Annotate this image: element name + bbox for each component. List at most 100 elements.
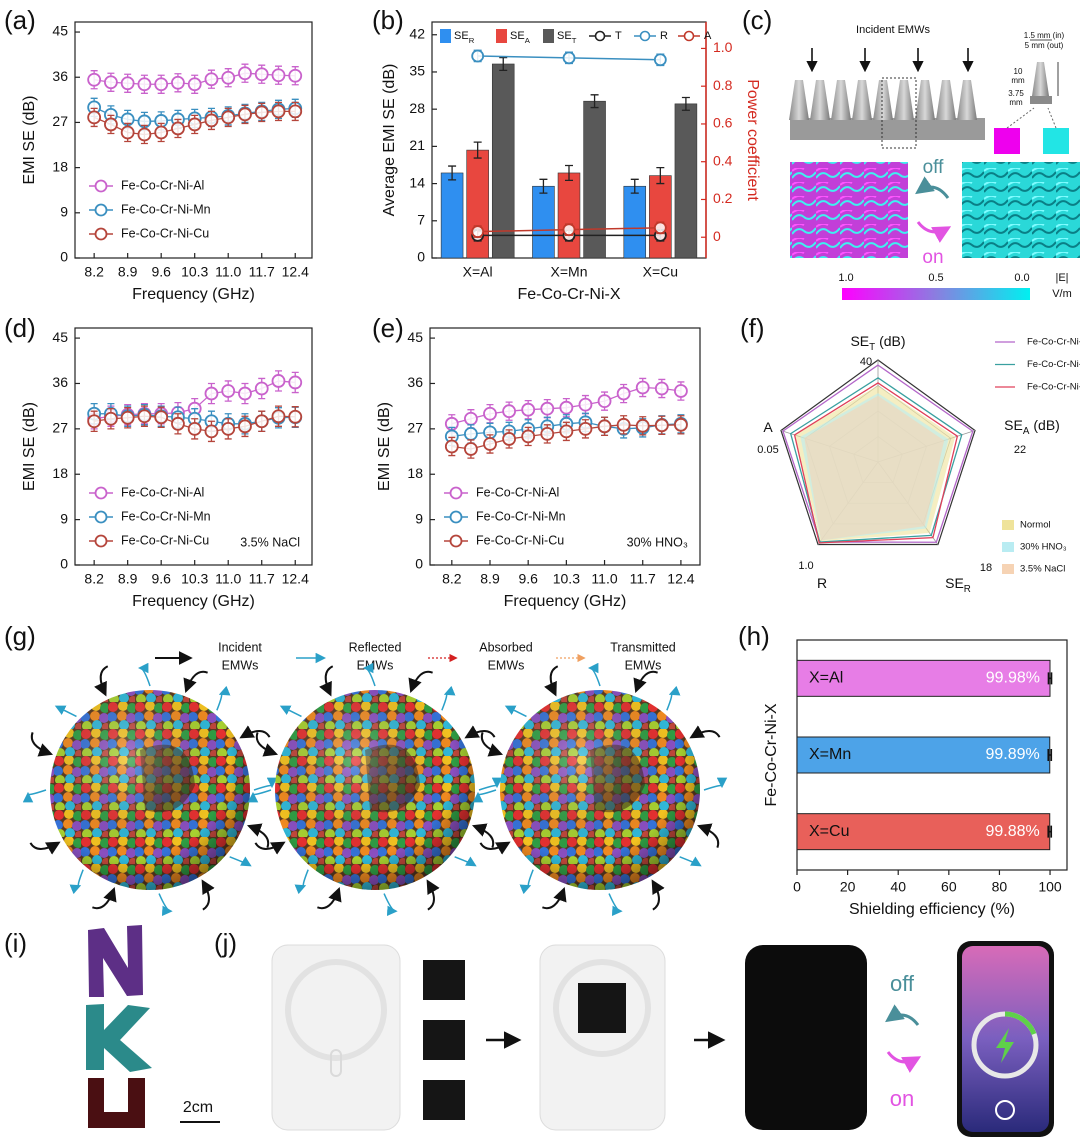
data-point: [616, 417, 631, 432]
y-tick-label: 45: [52, 329, 68, 345]
incident-arrow: [239, 725, 271, 739]
legend-swatch: [1002, 542, 1014, 552]
incident-arrow: [92, 886, 117, 910]
reflected-arrow: [22, 789, 47, 803]
cone-array-part: [957, 80, 977, 120]
legend-label: Fe-Co-Cr-Ni-Al: [476, 485, 559, 499]
reflected-arrow: [158, 893, 173, 917]
data-point: [464, 411, 478, 426]
x-tick-label: 8.2: [84, 571, 104, 587]
incident-arrow: [319, 665, 334, 697]
dimension: 5 mm (out): [1025, 41, 1064, 50]
spheres: [22, 662, 728, 917]
label-main: A: [704, 30, 712, 42]
radar-max-label: 40: [860, 356, 872, 368]
y-tick-label: 36: [407, 374, 423, 390]
legend-label: Fe-Co-Cr-Ni-Mn: [476, 509, 566, 523]
incident-arrow: [246, 823, 270, 848]
legend-label: Transmitted: [610, 640, 676, 654]
bar: [466, 149, 489, 259]
data-point: [254, 414, 269, 429]
y-tick-label: 35: [409, 63, 425, 79]
incident-arrow: [542, 886, 567, 910]
cone-array-part: [881, 77, 917, 149]
legend-label: R: [817, 575, 827, 591]
x-tick-label: 8.9: [480, 571, 500, 587]
incident-arrow: [464, 725, 496, 739]
cone-array-part: [810, 80, 830, 120]
bar: [796, 659, 1051, 697]
data-point: [87, 72, 102, 87]
reflected-arrow: [279, 705, 302, 718]
y-tick-label: 0.6: [713, 115, 733, 131]
y-axis-label: EMI SE (dB): [376, 402, 393, 491]
sphere-shade: [500, 690, 700, 890]
legend-label: EMWs: [625, 658, 662, 672]
data-point: [187, 77, 202, 92]
data-point: [540, 401, 555, 416]
legend-marker: [449, 510, 463, 524]
data-point: [635, 418, 650, 433]
bar: [674, 103, 698, 259]
x-tick-label: X=Al: [463, 264, 493, 280]
data-point: [654, 381, 669, 396]
data-point: [444, 439, 459, 454]
data-point: [674, 417, 688, 432]
data-point: [288, 104, 303, 119]
data-point: [221, 384, 236, 398]
on-arrow: [886, 1051, 922, 1073]
label-subscript: R: [469, 36, 475, 45]
y-axis-label: Fe-Co-Cr-Ni-X: [763, 703, 780, 806]
legend-label: EMWs: [488, 658, 525, 672]
label-subscript: A: [525, 36, 531, 45]
legend-label: Fe-Co-Cr-Ni-Cu: [476, 533, 564, 547]
x-axis-label: Frequency (GHz): [132, 593, 255, 610]
data-point: [254, 381, 269, 396]
data-point: [540, 426, 555, 441]
legend-marker: [94, 227, 108, 241]
label-main: SE: [1004, 417, 1023, 433]
x-tick-label: 11.0: [215, 264, 241, 280]
legend-label: Reflected: [349, 640, 402, 654]
legend-label: SET: [557, 30, 577, 45]
legend-marker: [94, 486, 108, 500]
data-point: [204, 72, 219, 87]
data-point: [254, 105, 269, 120]
cone-array-part: [789, 80, 809, 120]
incident-arrow: [255, 732, 279, 757]
legend-marker: [639, 30, 651, 42]
incident-arrow: [183, 670, 208, 694]
legend-marker: [94, 179, 108, 193]
sphere-shade: [275, 690, 475, 890]
panel-g: (g) Incident EMWs Reflected EMWs Absorbe…: [4, 621, 728, 917]
bar: [623, 185, 647, 259]
bar: [532, 185, 555, 259]
bar: [557, 172, 581, 259]
data-point: [221, 70, 236, 85]
radar-line: [793, 382, 959, 544]
value-label: 99.88%: [985, 823, 1039, 840]
data-point: [104, 411, 118, 426]
off-arrow: [885, 1004, 920, 1026]
shield-sample: [423, 1080, 465, 1120]
label-subscript: T: [869, 342, 875, 353]
legend-label: SET (dB): [850, 333, 905, 353]
single-cone-part: [1006, 107, 1035, 129]
panel-label: (i): [4, 928, 27, 958]
label-main: R: [660, 30, 668, 42]
chart-3: (e) 0 9 18 27 36 45 8.2 8.9 9.6 10.3 11.0 11.7 12.4 Fr…: [372, 313, 701, 610]
data-point: [483, 437, 497, 451]
error-bar: [473, 141, 482, 159]
panel-j: (j) off on: [214, 928, 1054, 1137]
y-tick-label: 45: [52, 23, 68, 39]
y-tick-label: 0: [60, 556, 68, 572]
label-unit: (dB): [1033, 417, 1059, 433]
data-point: [521, 402, 536, 417]
cone-array-part: [831, 80, 851, 120]
x-tick-label: 8.9: [118, 264, 138, 280]
cone-array-part: [894, 80, 914, 120]
legend-label: Incident: [218, 640, 262, 654]
dimension: mm: [1009, 98, 1023, 107]
y-tick-label: 9: [60, 510, 68, 526]
y-tick-label: 0.8: [713, 77, 733, 93]
